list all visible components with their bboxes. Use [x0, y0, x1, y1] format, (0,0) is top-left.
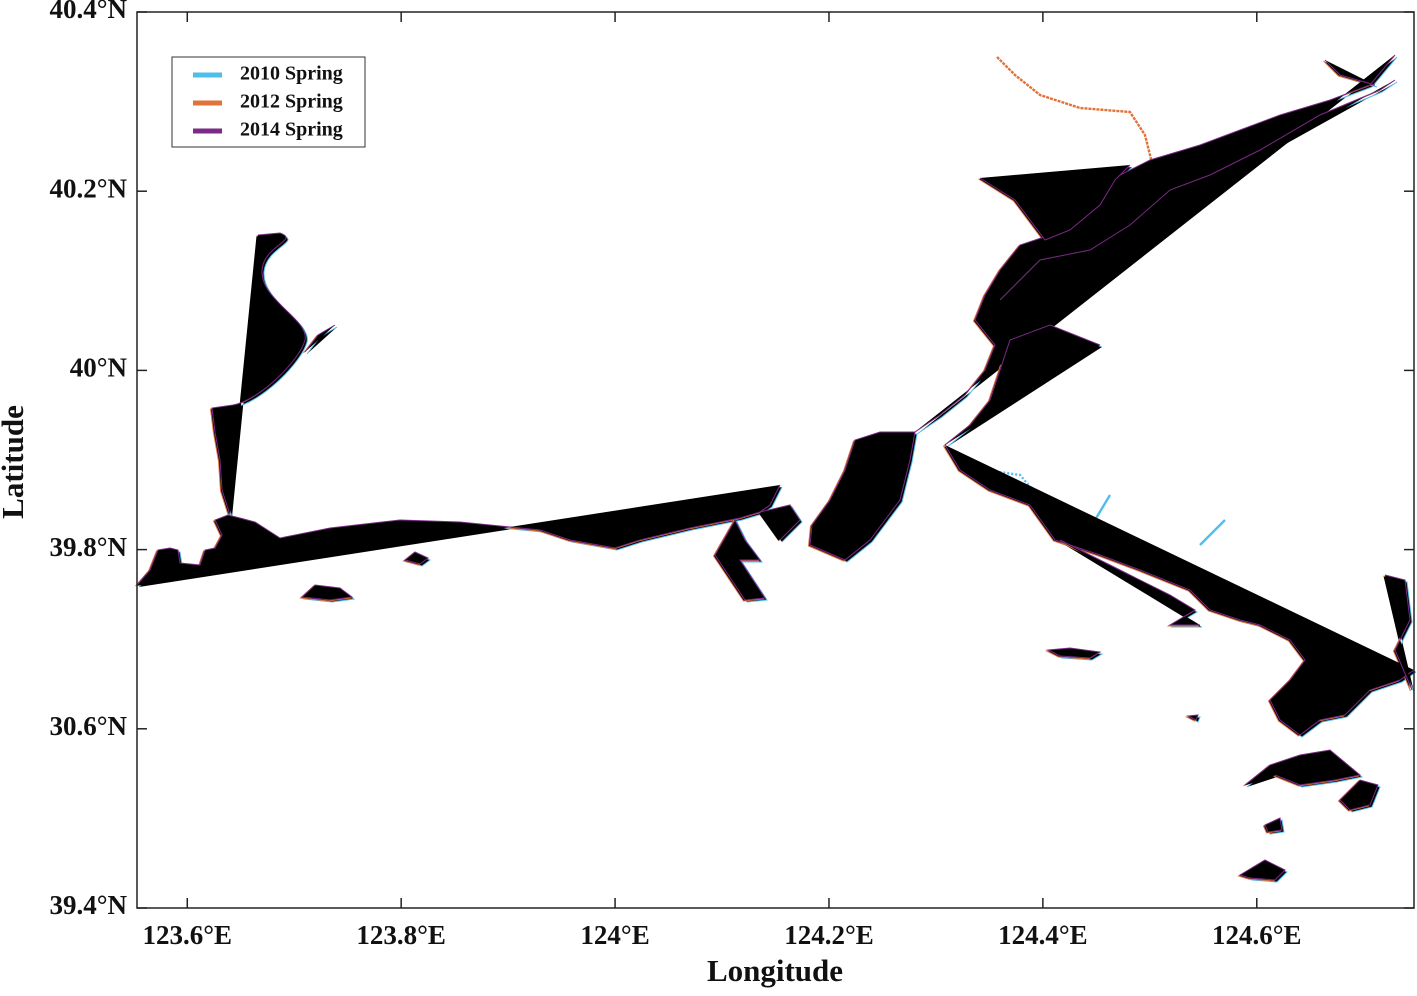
x-tick-label: 124°E: [580, 920, 649, 950]
y-tick-label: 40°N: [70, 353, 128, 383]
x-tick-label: 124.2°E: [784, 920, 874, 950]
y-tick-label: 30.6°N: [49, 711, 127, 741]
x-tick-label: 124.6°E: [1212, 920, 1302, 950]
y-tick-label: 39.8°N: [49, 532, 127, 562]
legend-label: 2014 Spring: [240, 119, 343, 141]
coastline-2014: [136, 54, 1415, 881]
coastline-2010: [1093, 494, 1226, 546]
x-tick-label: 123.8°E: [356, 920, 446, 950]
x-tick-label: 123.6°E: [142, 920, 232, 950]
y-axis-label: Latitude: [0, 405, 30, 519]
coastline-2012: [996, 56, 1157, 176]
coastlines: [135, 54, 1417, 883]
legend-label: 2010 Spring: [240, 63, 343, 85]
x-tick-label: 124.4°E: [998, 920, 1088, 950]
y-tick-label: 39.4°N: [49, 890, 127, 920]
plot-frame: [136, 11, 1415, 909]
x-axis-label: Longitude: [707, 953, 843, 988]
legend: 2010 Spring 2012 Spring 2014 Spring: [193, 63, 343, 141]
y-tick-label: 40.2°N: [49, 173, 127, 203]
legend-label: 2012 Spring: [240, 91, 343, 113]
axes: 123.6°E 123.8°E 124°E 124.2°E 124.4°E 124.6°E…: [49, 0, 1414, 950]
y-tick-label: 40.4°N: [49, 0, 127, 24]
